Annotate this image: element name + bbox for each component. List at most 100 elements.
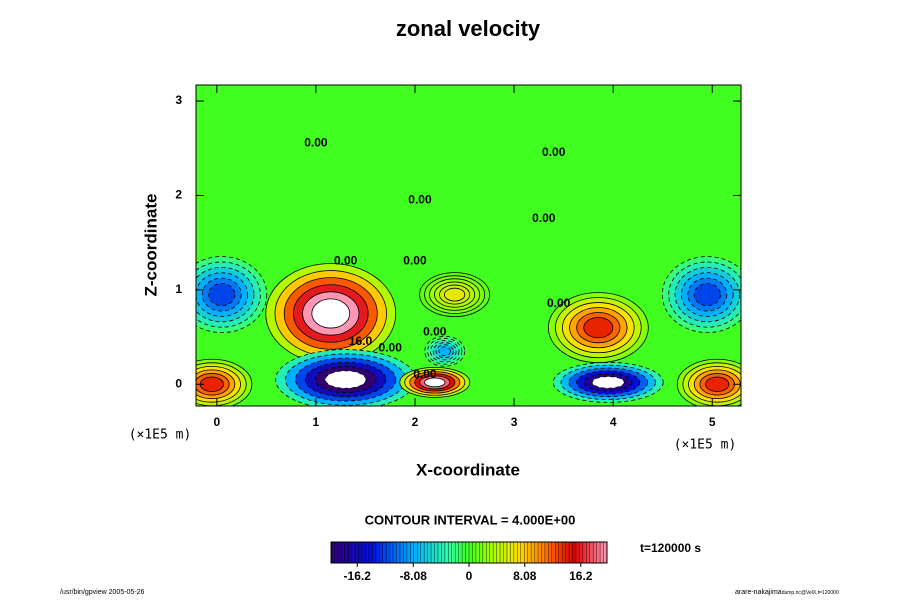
contour-label: 0.00 bbox=[423, 325, 447, 339]
colorbar-cell bbox=[593, 542, 597, 563]
y-tick-label: 3 bbox=[175, 93, 182, 107]
colorbar-cell bbox=[517, 542, 522, 563]
colorbar-cell bbox=[375, 542, 380, 563]
colorbar-cell bbox=[448, 542, 453, 563]
colorbar-cell bbox=[565, 542, 570, 563]
footer-left: /usr/bin/gpview 2005-05-26 bbox=[60, 589, 145, 596]
colorbar-cell bbox=[544, 542, 549, 563]
footer-right-sub: dump.nc@VelX,t=120000 bbox=[782, 590, 839, 596]
colorbar-cell bbox=[441, 542, 446, 563]
colorbar-cell bbox=[372, 542, 377, 563]
colorbar-cell bbox=[572, 542, 577, 563]
colorbar-cell bbox=[427, 542, 432, 563]
y-unit: (×1E5 m) bbox=[129, 428, 192, 443]
contour-label: 0.00 bbox=[408, 192, 432, 206]
colorbar-cell bbox=[527, 542, 532, 563]
feature-core bbox=[438, 346, 451, 357]
contour-label: 16.0 bbox=[349, 334, 373, 348]
colorbar-cell bbox=[493, 542, 497, 563]
field bbox=[196, 85, 741, 406]
colorbar-cell bbox=[351, 542, 356, 563]
colorbar-cell bbox=[462, 542, 466, 563]
colorbar-cell bbox=[465, 542, 470, 563]
colorbar-cell bbox=[520, 542, 525, 563]
contour-label: 0.00 bbox=[403, 254, 427, 268]
y-tick-label: 0 bbox=[175, 376, 182, 390]
x-tick-label: 4 bbox=[610, 415, 617, 429]
colorbar-cell bbox=[558, 542, 563, 563]
colorbar-cell bbox=[469, 542, 473, 563]
colorbar-cell bbox=[479, 542, 484, 563]
colorbar-cell bbox=[379, 542, 384, 563]
y-axis-label: Z-coordinate bbox=[141, 194, 160, 297]
colorbar-cell bbox=[365, 542, 370, 563]
x-tick-label: 0 bbox=[213, 415, 220, 429]
feature-core bbox=[424, 377, 446, 388]
colorbar-cell bbox=[500, 542, 504, 563]
colorbar-cell bbox=[455, 542, 459, 563]
colorbar-cell bbox=[362, 542, 366, 563]
colorbar-cell bbox=[393, 542, 397, 563]
colorbar-cell bbox=[403, 542, 408, 563]
field-background bbox=[196, 85, 741, 406]
colorbar-cell bbox=[475, 542, 480, 563]
colorbar-tick-label: 8.08 bbox=[513, 569, 537, 583]
colorbar-cell bbox=[596, 542, 601, 563]
colorbar-cell bbox=[482, 542, 487, 563]
colorbar-tick-label: -8.08 bbox=[400, 569, 428, 583]
colorbar-cell bbox=[451, 542, 456, 563]
contour-interval: CONTOUR INTERVAL = 4.000E+00 bbox=[365, 512, 576, 527]
feature-core bbox=[208, 283, 236, 307]
contour-label: 0.00 bbox=[334, 254, 358, 268]
feature-core bbox=[444, 287, 466, 302]
contour-label: 0.00 bbox=[547, 296, 571, 310]
footer-right: arare-nakajimadump.nc@VelX,t=120000 bbox=[735, 589, 839, 596]
colorbar-cell bbox=[486, 542, 490, 563]
colorbar-cell bbox=[413, 542, 418, 563]
feature-core bbox=[705, 376, 730, 392]
colorbar-tick-label: -16.2 bbox=[344, 569, 372, 583]
colorbar-cell bbox=[513, 542, 518, 563]
colorbar-cell bbox=[582, 542, 587, 563]
colorbar-cell bbox=[551, 542, 556, 563]
colorbar-cell bbox=[510, 542, 515, 563]
overlay: 0.00 0.00 0.00 0.00 0.00 0.00 0.00 0.00 0.00 0.00… bbox=[175, 84, 742, 583]
contour-label: 0.00 bbox=[532, 211, 556, 225]
colorbar-cell bbox=[586, 542, 591, 563]
y-tick-label: 2 bbox=[175, 188, 182, 202]
colorbar-cell bbox=[496, 542, 501, 563]
colorbar-cell bbox=[589, 542, 594, 563]
colorbar-cell bbox=[389, 542, 394, 563]
colorbar-cell bbox=[506, 542, 511, 563]
colorbar-cell bbox=[424, 542, 428, 563]
colorbar-cell bbox=[344, 542, 349, 563]
colorbar-cell bbox=[562, 542, 566, 563]
colorbar-cell bbox=[386, 542, 390, 563]
colorbar-cell bbox=[337, 542, 342, 563]
feature-core bbox=[583, 317, 614, 339]
chart-title: zonal velocity bbox=[396, 16, 541, 41]
colorbar-cell bbox=[396, 542, 401, 563]
colorbar-cell bbox=[431, 542, 435, 563]
colorbar-cell bbox=[444, 542, 449, 563]
colorbar-cell bbox=[334, 542, 339, 563]
x-tick-label: 3 bbox=[511, 415, 518, 429]
colorbar-cell bbox=[555, 542, 559, 563]
colorbar-cell bbox=[503, 542, 508, 563]
feature-core bbox=[324, 370, 367, 389]
x-unit: (×1E5 m) bbox=[674, 438, 737, 453]
colorbar-cell bbox=[472, 542, 477, 563]
colorbar-cell bbox=[331, 542, 335, 563]
colorbar-cell bbox=[358, 542, 363, 563]
feature-core bbox=[591, 376, 625, 389]
colorbar-tick-label: 16.2 bbox=[569, 569, 593, 583]
contour-label: 0.00 bbox=[542, 145, 566, 159]
colorbar-cell bbox=[400, 542, 404, 563]
colorbar-cell bbox=[569, 542, 573, 563]
colorbar-cell bbox=[534, 542, 539, 563]
colorbar-cell bbox=[489, 542, 494, 563]
colorbar-cell bbox=[524, 542, 528, 563]
footer-right-main: arare-nakajima bbox=[735, 589, 782, 596]
